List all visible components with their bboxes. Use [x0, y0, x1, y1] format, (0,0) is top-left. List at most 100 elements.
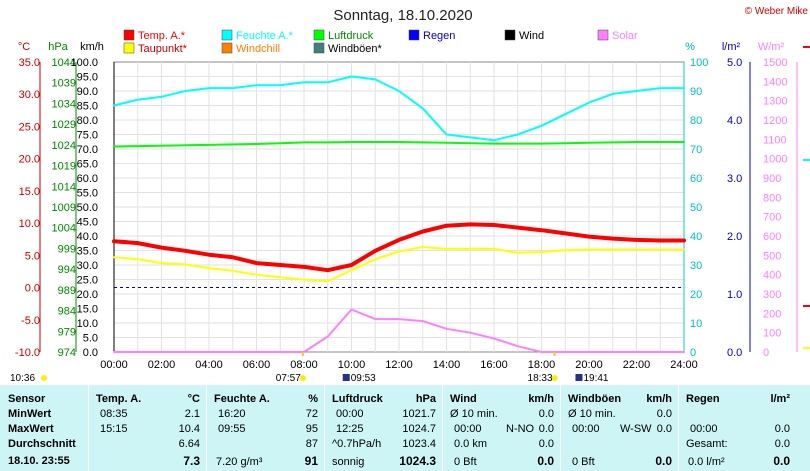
rain-tick-label: 1.0: [727, 289, 742, 301]
axis-tick-label: 75.0: [77, 130, 98, 142]
solar-tick-label: 300: [763, 289, 781, 301]
humidity-tick-label: 10: [690, 318, 702, 330]
hum-absolute: 7.20 g/m³: [216, 456, 263, 468]
hum-title: Feuchte A.: [214, 393, 270, 405]
press-unit: hPa: [415, 393, 436, 405]
axis-tick-label: 1004: [52, 223, 76, 235]
solar-tick-label: 200: [763, 308, 781, 320]
series-line-feuchtea: [113, 75, 685, 142]
axis-tick-label: 994: [58, 264, 76, 276]
rain-unit-label: l/m²: [722, 41, 741, 53]
press-min: 1021.7: [402, 408, 436, 420]
solar-tick-label: 1200: [763, 115, 787, 127]
temp-avg: 6.64: [178, 438, 200, 450]
gust-max-value: 0.0: [656, 423, 672, 435]
humidity-tick-label: 90: [690, 86, 702, 98]
rain-max-time: 00:00: [690, 423, 718, 435]
solar-tick-label: 600: [763, 231, 781, 243]
sun-moon-markers: 07:57 18:33 09:53 19:41 10:36: [10, 352, 609, 384]
wind-max-direction: N-NO: [506, 423, 535, 435]
axis-tick-label: 1014: [52, 181, 76, 193]
gust-current: 0.0: [655, 454, 672, 468]
axis-tick-label: 20.0: [77, 289, 98, 301]
sunrise-icon: [299, 375, 306, 381]
axis-tick-label: 20.0: [19, 154, 40, 166]
solar-tick-label: 700: [763, 212, 781, 224]
axis-tick-label: 55.0: [77, 188, 98, 200]
axis-tick-label: 999: [58, 243, 76, 255]
hum-unit: %: [308, 393, 318, 405]
time-tick-label: 14:00: [433, 359, 461, 371]
sunset-icon: [551, 375, 558, 381]
solar-tick-label: 1000: [763, 154, 787, 166]
row-label-current: 18.10. 23:55: [8, 455, 70, 467]
chart-area: Sonntag, 18.10.2020 © Weber Mike Temp. A…: [10, 6, 810, 384]
solar-unit-label: W/m²: [758, 41, 785, 53]
press-current: 1024.3: [399, 454, 436, 468]
wind-unit-label: km/h: [80, 41, 104, 53]
rain-max-value: 0.0: [774, 423, 790, 435]
row-label-min: MinWert: [8, 408, 52, 420]
solar-tick-label: 500: [763, 250, 781, 262]
time-tick-label: 10:00: [338, 359, 366, 371]
legend-swatch: [408, 29, 420, 41]
gust-avg-label: Ø 10 min.: [568, 408, 616, 420]
rain-tick-label: 3.0: [727, 173, 742, 185]
axis-tick-label: 1044: [52, 57, 76, 69]
temp-title: Temp. A.: [96, 393, 142, 405]
axis-tick-label: 45.0: [77, 217, 98, 229]
wind-run: 0.0 km: [454, 438, 488, 450]
axis-tick-label: 85.0: [77, 101, 98, 113]
legend-label: Regen: [423, 30, 455, 42]
time-tick-label: 08:00: [290, 359, 318, 371]
axis-tick-label: 50.0: [77, 202, 98, 214]
press-max: 1024.7: [402, 423, 436, 435]
rain-unit: l/m²: [770, 393, 790, 405]
humidity-tick-label: 50: [690, 202, 702, 214]
hum-min: 72: [305, 408, 318, 420]
axis-tick-label: -5.0: [21, 315, 40, 327]
legend-label: Taupunkt*: [138, 43, 188, 55]
temp-max-time: 15:15: [100, 423, 128, 435]
axis-tick-label: 35.0: [19, 57, 40, 69]
chart-title: Sonntag, 18.10.2020: [333, 7, 472, 24]
legend-label: Solar: [612, 30, 638, 42]
axis-tick-label: 1039: [52, 78, 76, 90]
solar-tick-label: 400: [763, 270, 781, 282]
statistics-panel: Sensor MinWert MaxWert Durchschnitt 18.1…: [0, 385, 810, 471]
humidity-tick-label: 20: [690, 289, 702, 301]
rain-tick-label: 0.0: [727, 347, 742, 359]
time-tick-label: 00:00: [100, 359, 128, 371]
humidity-tick-label: 40: [690, 231, 702, 243]
hum-avg: 87: [305, 438, 318, 450]
moon-phase-time: 10:36: [10, 373, 35, 384]
solar-tick-label: 0: [763, 347, 769, 359]
humidity-tick-label: 70: [690, 144, 702, 156]
axis-tick-label: 100.0: [70, 57, 98, 69]
moon-phase-icon: [41, 375, 47, 381]
legend-swatch: [313, 42, 325, 54]
series-layer: [112, 75, 686, 353]
moonrise-time: 09:53: [351, 373, 376, 384]
humidity-tick-label: 100: [690, 57, 708, 69]
legend-label: Wind: [519, 30, 544, 42]
axis-tick-label: 25.0: [19, 121, 40, 133]
temp-unit-label: °C: [18, 41, 30, 53]
legend-swatch: [504, 29, 516, 41]
solar-tick-label: 1400: [763, 76, 787, 88]
legend-label: Windböen*: [328, 43, 383, 55]
solar-tick-label: 800: [763, 192, 781, 204]
row-label-max: MaxWert: [8, 423, 54, 435]
legend-swatch: [221, 29, 233, 41]
time-tick-label: 22:00: [623, 359, 651, 371]
wind-avg-label: Ø 10 min.: [450, 408, 498, 420]
time-tick-label: 20:00: [575, 359, 603, 371]
humidity-tick-label: 30: [690, 260, 702, 272]
solar-tick-label: 100: [763, 328, 781, 340]
axis-tick-label: 989: [58, 285, 76, 297]
hum-current: 91: [304, 454, 318, 468]
axis-tick-label: 5.0: [25, 250, 40, 262]
time-tick-label: 24:00: [670, 359, 698, 371]
rain-total-label: Gesamt:: [686, 438, 728, 450]
